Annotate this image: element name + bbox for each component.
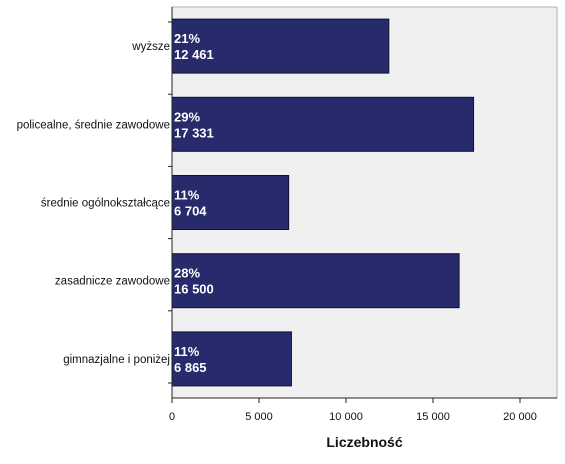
bar-percent-label: 11% xyxy=(174,344,200,359)
bar-percent-label: 28% xyxy=(174,266,200,281)
bar-value-label: 16 500 xyxy=(174,282,214,297)
bar xyxy=(171,253,460,309)
category-label: policealne, średnie zawodowe xyxy=(17,119,170,131)
bar-value-label: 6 865 xyxy=(174,360,207,375)
bar xyxy=(171,331,292,387)
x-axis-title: Liczebność xyxy=(326,434,402,450)
x-ticks: 0 5 000 10 000 15 000 20 000 xyxy=(169,398,537,423)
bar xyxy=(171,175,290,230)
bars xyxy=(171,18,475,387)
bar-value-label: 17 331 xyxy=(174,125,214,140)
y-ticks xyxy=(168,21,172,384)
bar-value-label: 12 461 xyxy=(174,47,214,62)
bar-percent-label: 11% xyxy=(174,188,200,203)
bar xyxy=(171,96,475,152)
x-tick-label: 0 xyxy=(169,411,175,423)
bar-percent-label: 21% xyxy=(174,31,200,46)
bar-value-label: 6 704 xyxy=(174,204,207,219)
x-tick-label: 10 000 xyxy=(329,411,363,423)
category-label: wyższe xyxy=(131,41,170,53)
category-label: średnie ogólnokształcące xyxy=(41,198,170,210)
bar xyxy=(171,18,390,74)
category-label: zasadnicze zawodowe xyxy=(55,276,170,288)
bar-percent-label: 29% xyxy=(174,109,200,124)
x-tick-label: 5 000 xyxy=(245,411,273,423)
x-tick-label: 15 000 xyxy=(416,411,450,423)
category-labels: wyższe policealne, średnie zawodowe średni… xyxy=(17,41,170,366)
x-tick-label: 20 000 xyxy=(503,411,537,423)
category-label: gimnazjalne i poniżej xyxy=(63,354,170,366)
